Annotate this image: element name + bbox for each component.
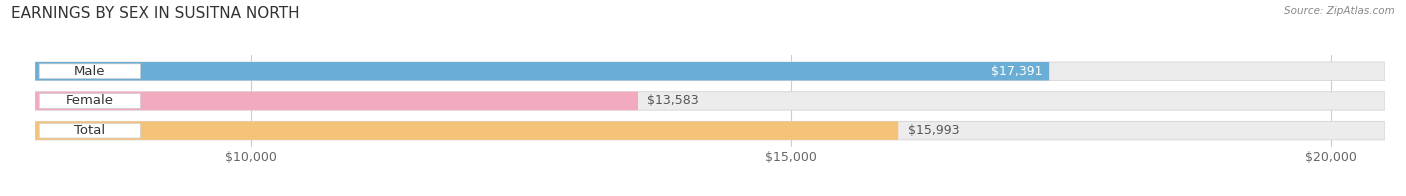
FancyBboxPatch shape	[35, 62, 1385, 80]
FancyBboxPatch shape	[35, 122, 898, 140]
Text: Total: Total	[75, 124, 105, 137]
FancyBboxPatch shape	[39, 123, 141, 138]
FancyBboxPatch shape	[35, 92, 1385, 110]
Text: Female: Female	[66, 94, 114, 107]
FancyBboxPatch shape	[35, 92, 638, 110]
Text: Male: Male	[75, 65, 105, 78]
FancyBboxPatch shape	[35, 62, 1049, 80]
FancyBboxPatch shape	[39, 64, 141, 79]
FancyBboxPatch shape	[35, 122, 1385, 140]
Text: Source: ZipAtlas.com: Source: ZipAtlas.com	[1284, 6, 1395, 16]
FancyBboxPatch shape	[39, 93, 141, 108]
Text: $13,583: $13,583	[647, 94, 699, 107]
Text: $15,993: $15,993	[908, 124, 959, 137]
Text: $17,391: $17,391	[991, 65, 1042, 78]
Text: EARNINGS BY SEX IN SUSITNA NORTH: EARNINGS BY SEX IN SUSITNA NORTH	[11, 6, 299, 21]
